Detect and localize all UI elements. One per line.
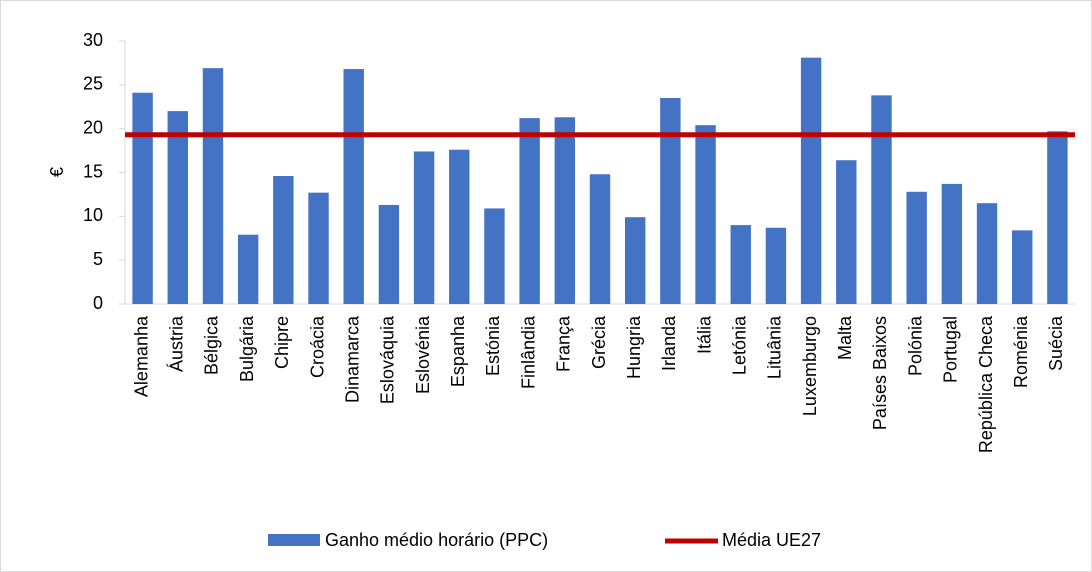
x-tick-label: Espanha bbox=[448, 315, 468, 387]
bar bbox=[906, 191, 927, 304]
bar bbox=[624, 217, 646, 304]
bar bbox=[237, 234, 259, 304]
y-tick-label: 10 bbox=[83, 205, 103, 225]
bar bbox=[519, 118, 540, 304]
x-tick-label: Grécia bbox=[589, 315, 609, 369]
x-tick-label: Roménia bbox=[1011, 315, 1031, 388]
x-tick-label: Eslováquia bbox=[378, 315, 398, 404]
x-tick-label: Estónia bbox=[483, 315, 503, 376]
y-tick-label: 0 bbox=[93, 293, 103, 313]
x-tick-label: França bbox=[554, 315, 574, 372]
legend-swatch bbox=[268, 534, 320, 546]
x-tick-label: Suécia bbox=[1046, 315, 1066, 371]
x-tick-label: Croácia bbox=[307, 315, 327, 378]
bar bbox=[660, 97, 681, 304]
bar bbox=[871, 95, 892, 304]
bar bbox=[308, 192, 329, 304]
bar bbox=[449, 149, 470, 304]
bar bbox=[554, 117, 576, 305]
x-tick-label: Bélgica bbox=[202, 315, 222, 375]
bar bbox=[836, 160, 857, 304]
bar bbox=[976, 203, 998, 304]
x-tick-label: República Checa bbox=[976, 315, 996, 453]
y-tick-label: 5 bbox=[93, 249, 103, 269]
x-tick-label: Irlanda bbox=[659, 315, 679, 371]
y-tick-label: 15 bbox=[83, 161, 103, 181]
x-tick-label: Dinamarca bbox=[342, 315, 362, 403]
x-tick-label: Chipre bbox=[272, 316, 292, 369]
x-tick-label: Hungria bbox=[624, 315, 644, 379]
x-tick-label: Finlândia bbox=[518, 315, 538, 389]
bar bbox=[1012, 230, 1033, 304]
bar bbox=[132, 92, 153, 305]
x-tick-label: Malta bbox=[835, 315, 855, 360]
x-tick-label: Luxemburgo bbox=[800, 316, 820, 416]
bar bbox=[167, 111, 188, 304]
y-axis-label: € bbox=[47, 167, 67, 177]
legend-label: Média UE27 bbox=[722, 530, 821, 550]
y-tick-label: 25 bbox=[83, 74, 103, 94]
x-tick-label: Bulgária bbox=[237, 315, 257, 382]
x-tick-label: Eslovénia bbox=[413, 315, 433, 394]
bar bbox=[202, 68, 224, 304]
x-tick-label: Países Baixos bbox=[870, 316, 890, 430]
bar bbox=[589, 174, 611, 304]
x-tick-label: Letónia bbox=[729, 315, 749, 375]
x-tick-label: Alemanha bbox=[131, 315, 151, 397]
bar bbox=[413, 151, 435, 304]
x-tick-label: Itália bbox=[694, 315, 714, 354]
bar bbox=[941, 183, 963, 304]
bar bbox=[695, 125, 716, 304]
bar bbox=[800, 57, 822, 305]
legend-label: Ganho médio horário (PPC) bbox=[325, 530, 548, 550]
bar bbox=[378, 204, 400, 304]
x-tick-label: Polónia bbox=[905, 315, 925, 376]
bar bbox=[765, 227, 787, 304]
bar bbox=[273, 176, 294, 304]
x-tick-label: Lituânia bbox=[765, 315, 785, 379]
y-tick-label: 20 bbox=[83, 117, 103, 137]
bar bbox=[343, 69, 364, 304]
x-tick-label: Portugal bbox=[941, 316, 961, 383]
bar bbox=[484, 208, 505, 304]
x-tick-label: Áustria bbox=[167, 315, 187, 372]
y-tick-label: 30 bbox=[83, 30, 103, 50]
bar bbox=[1047, 131, 1068, 304]
bar bbox=[730, 225, 751, 304]
